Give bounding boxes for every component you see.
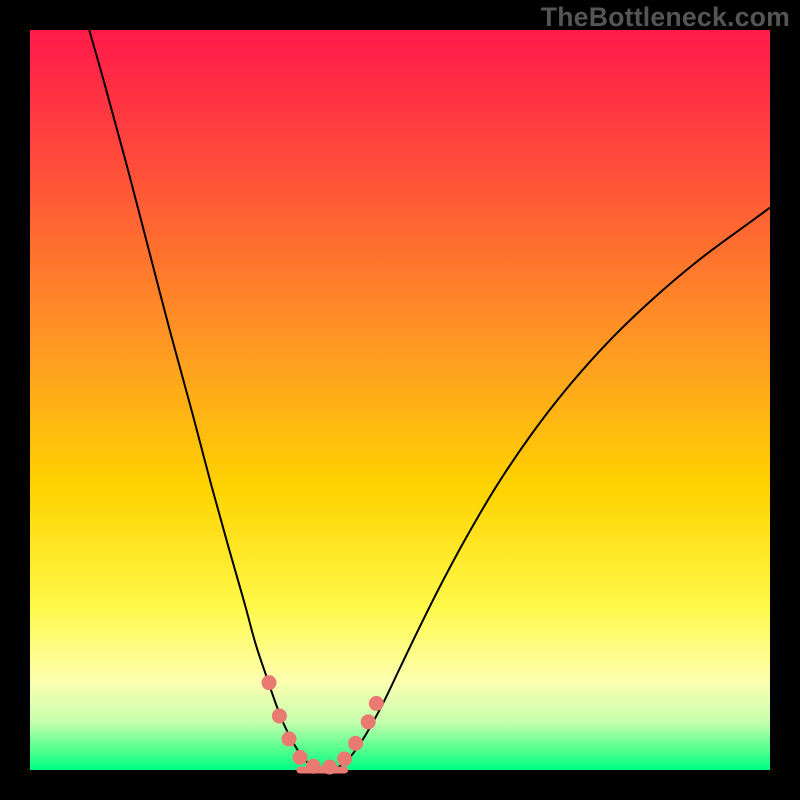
marker-dot [262, 676, 276, 690]
marker-dot [272, 709, 286, 723]
marker-dot [361, 715, 375, 729]
plot-background [30, 30, 770, 770]
marker-dot [323, 760, 337, 774]
figure-frame: TheBottleneck.com [0, 0, 800, 800]
marker-dot [338, 752, 352, 766]
bottleneck-chart [0, 0, 800, 800]
marker-dot [282, 732, 296, 746]
marker-dot [349, 736, 363, 750]
marker-dot [306, 759, 320, 773]
marker-dot [369, 696, 383, 710]
watermark-text: TheBottleneck.com [541, 2, 790, 33]
marker-dot [293, 750, 307, 764]
